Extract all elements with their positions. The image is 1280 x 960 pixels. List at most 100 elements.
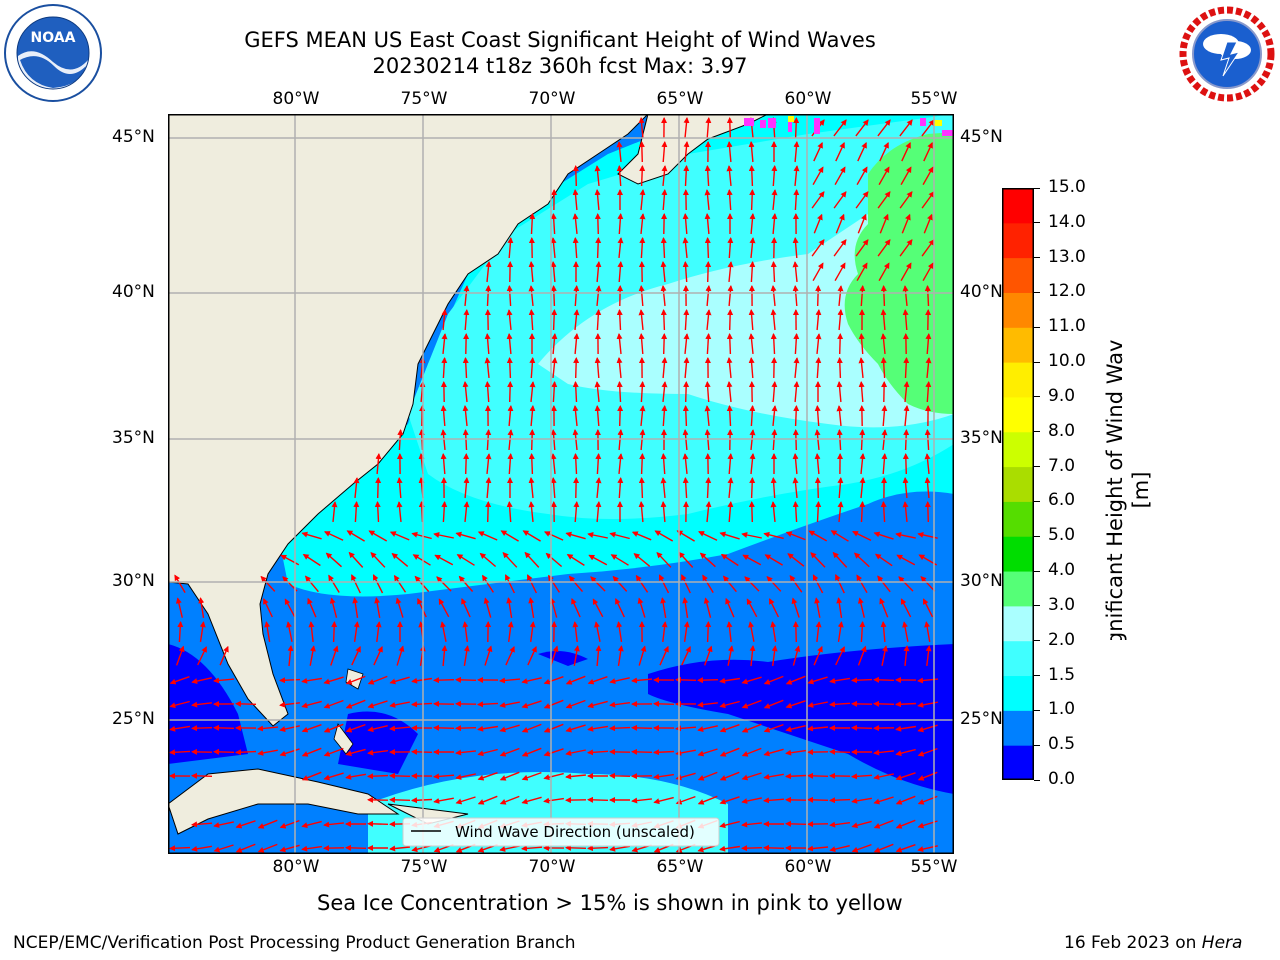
colorbar-bins [1002,188,1034,781]
wave-direction-arrow [433,532,454,539]
wave-direction-arrow [219,645,229,666]
wave-direction-arrow [836,357,843,379]
wave-direction-arrow [484,381,491,403]
wave-direction-arrow [345,773,367,780]
wave-direction-arrow [895,701,917,708]
wave-direction-arrow [177,621,184,643]
wave-direction-arrow [353,477,360,498]
wave-direction-arrow [793,117,800,139]
wave-direction-arrow [719,820,740,829]
wave-direction-arrow [744,576,760,592]
wave-direction-arrow [705,309,712,330]
wave-direction-arrow [726,189,733,211]
wave-direction-arrow [521,796,542,805]
wave-direction-arrow [191,845,213,852]
wave-direction-arrow [792,477,799,498]
wave-direction-arrow [441,501,448,523]
wave-direction-arrow [815,501,822,523]
wave-direction-arrow [191,772,213,779]
wave-direction-arrow [411,677,433,684]
wave-direction-arrow [683,357,690,379]
wave-direction-arrow [506,357,513,379]
colorbar-tick-label: 3.0 [1048,594,1076,615]
wave-direction-arrow [903,645,910,666]
wave-direction-arrow [807,796,829,803]
wave-direction-arrow [286,621,293,642]
wave-direction-arrow [485,285,492,307]
wave-direction-arrow [792,237,799,259]
wave-direction-arrow [198,597,205,619]
wave-direction-arrow [543,748,564,757]
wave-direction-arrow [704,381,711,403]
wave-direction-arrow [661,165,668,186]
wave-direction-arrow [609,677,630,685]
wave-direction-arrow [609,725,631,732]
wave-direction-arrow [808,530,828,542]
wave-direction-arrow [550,645,559,666]
wave-direction-arrow [463,501,470,522]
colorbar-bin [1002,536,1034,572]
wave-direction-arrow [726,621,733,642]
wave-direction-arrow [638,285,645,307]
wave-direction-arrow [697,795,718,805]
wave-direction-arrow [902,501,909,522]
wave-direction-arrow [895,795,916,805]
colorbar-tick-label: 11.0 [1048,316,1086,337]
wave-direction-arrow [814,597,821,618]
wave-direction-arrow [661,333,668,355]
wave-direction-arrow [741,676,762,685]
wave-direction-arrow [500,530,519,542]
wave-direction-arrow [766,575,782,592]
colorbar-bin [1002,640,1034,677]
wave-direction-arrow [477,772,498,781]
wave-direction-arrow [397,429,404,451]
wave-direction-arrow [727,285,734,307]
wave-direction-arrow [829,677,851,684]
wave-direction-arrow [346,530,365,542]
wave-direction-arrow [550,237,557,258]
wave-direction-arrow [833,239,847,257]
ocean-band-2-0m [538,134,954,428]
colorbar-tick-mark [1034,361,1040,363]
wave-direction-arrow [697,725,718,733]
wave-direction-arrow [213,844,234,853]
wave-direction-arrow [813,141,823,162]
wave-direction-arrow [639,429,646,451]
wave-direction-arrow [741,797,762,804]
wave-direction-arrow [880,333,887,354]
wave-direction-arrow [389,701,410,708]
wave-direction-arrow [551,333,558,355]
wave-direction-arrow [722,575,737,593]
lon-tick-bottom-65w: 65°W [656,857,704,877]
wave-direction-arrow [551,357,558,378]
wave-direction-arrow [440,621,447,642]
wave-direction-arrow [463,453,470,475]
wave-direction-arrow [502,551,518,568]
wave-direction-arrow [412,554,431,566]
colorbar-tick-mark [1034,257,1040,259]
wave-direction-arrow [328,574,340,593]
wave-direction-arrow [810,552,826,568]
wave-direction-arrow [901,141,911,162]
wave-direction-arrow [477,725,499,732]
wave-direction-arrow [257,819,278,829]
colorbar-tick-mark [1034,570,1040,572]
wave-direction-arrow [873,676,895,683]
wave-direction-arrow [727,261,734,282]
wave-direction-arrow [877,191,891,209]
wave-direction-arrow [594,357,601,379]
wave-direction-arrow [763,723,784,733]
wave-direction-arrow [389,531,410,541]
wave-direction-arrow [763,748,784,757]
wave-direction-arrow [169,749,191,756]
lat-tick-right-25n: 25°N [960,709,1003,729]
wave-direction-arrow [785,773,807,780]
lon-tick-bottom-80w: 80°W [272,857,320,877]
wave-direction-arrow [507,453,514,475]
wave-direction-arrow [389,725,411,732]
wave-direction-arrow [367,700,388,709]
wave-direction-arrow [704,165,711,187]
wave-direction-arrow [807,845,829,852]
wave-direction-arrow [719,677,741,684]
wave-direction-arrow [257,843,278,853]
